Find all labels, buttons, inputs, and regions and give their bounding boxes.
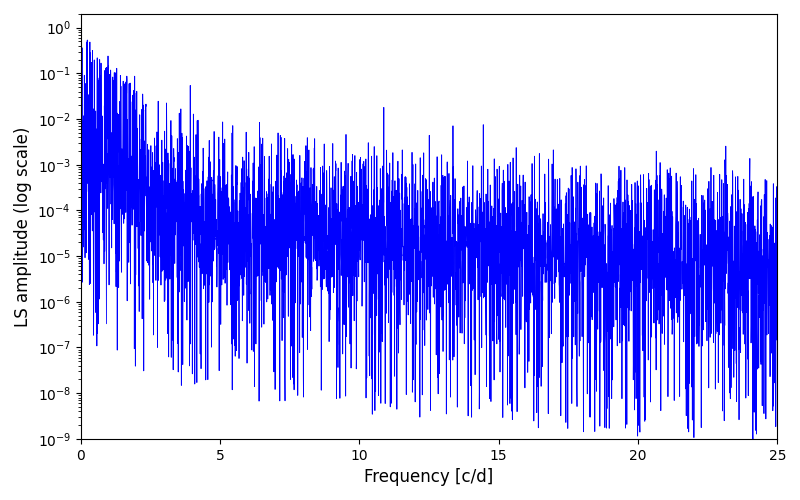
Y-axis label: LS amplitude (log scale): LS amplitude (log scale) [14,126,32,326]
X-axis label: Frequency [c/d]: Frequency [c/d] [364,468,494,486]
